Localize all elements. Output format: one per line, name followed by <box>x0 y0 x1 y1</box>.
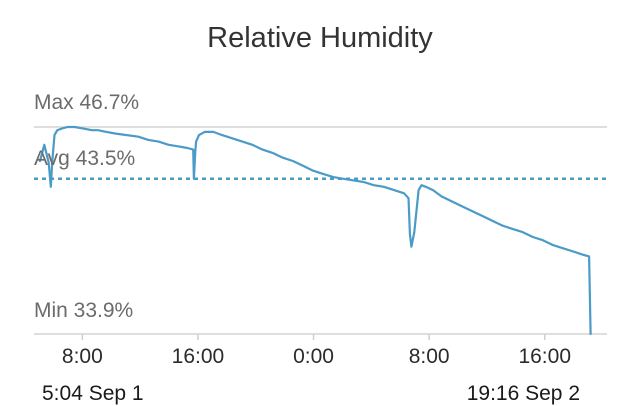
x-tick-label: 8:00 <box>409 345 450 368</box>
x-tick-label: 16:00 <box>172 345 225 368</box>
range-end-label: 19:16 Sep 2 <box>466 382 580 405</box>
x-tick-label: 8:00 <box>62 345 103 368</box>
avg-label: Avg 43.5% <box>34 147 136 170</box>
range-start-label: 5:04 Sep 1 <box>42 382 144 405</box>
humidity-series-line <box>38 125 592 336</box>
x-tick-label: 0:00 <box>293 345 334 368</box>
chart-title: Relative Humidity <box>207 22 433 54</box>
min-label: Min 33.9% <box>34 299 134 322</box>
max-label: Max 46.7% <box>34 91 140 114</box>
x-tick-label: 16:00 <box>518 345 571 368</box>
